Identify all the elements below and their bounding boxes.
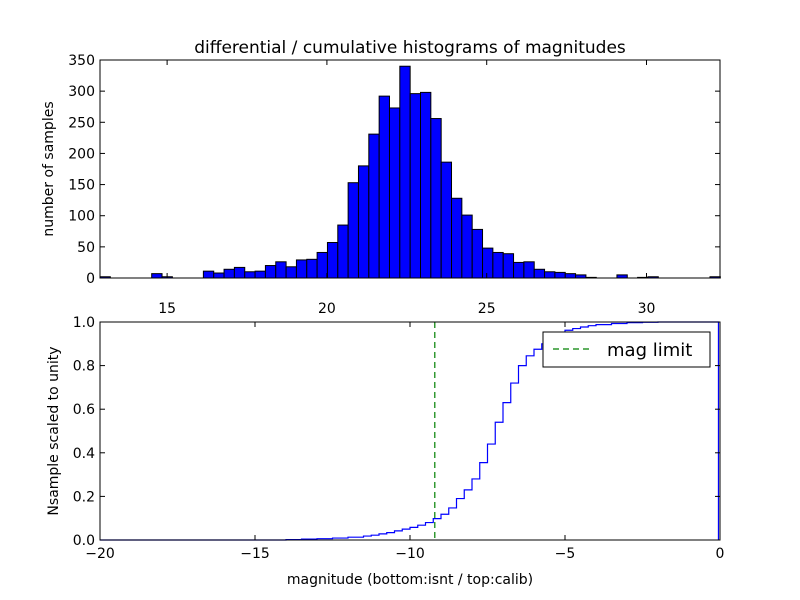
bottom-x-tick-label: −20 — [85, 546, 115, 562]
top-x-tick-label: 15 — [158, 301, 176, 317]
cumulative-histogram: 0.0 0.2 0.4 0.6 0.8 1.0 −20 −15 −10 −5 0 mag limit — [73, 315, 725, 562]
bottom-x-tick-label: −5 — [555, 546, 576, 562]
histogram-bar — [409, 93, 421, 279]
histogram-bar — [213, 272, 225, 279]
histogram-bar — [471, 228, 484, 279]
top-x-tick-label: 30 — [638, 301, 656, 317]
legend: mag limit — [542, 331, 711, 368]
bottom-x-tick-label: 0 — [716, 546, 725, 562]
histogram-bar — [337, 224, 349, 279]
histogram-bar — [461, 214, 473, 279]
bottom-y-tick-label: 0.0 — [73, 533, 95, 549]
top-y-tick-label: 300 — [68, 84, 95, 100]
differential-histogram: 0 50 100 150 200 250 300 350 15 20 25 30 — [68, 53, 721, 317]
histogram-bar — [316, 251, 328, 279]
histogram-bar — [544, 271, 556, 279]
histogram-bar — [233, 266, 246, 279]
histogram-bar — [492, 251, 504, 279]
bottom-x-tick-label: −10 — [395, 546, 425, 562]
bottom-x-tick-label: −15 — [240, 546, 270, 562]
histogram-bar — [295, 259, 308, 279]
histogram-bar — [430, 118, 442, 279]
top-y-axis-label: number of samples — [41, 101, 57, 236]
top-y-tick-label: 100 — [68, 209, 95, 225]
bottom-y-axis-label: Nsample scaled to unity — [46, 346, 62, 515]
histogram-bar — [564, 273, 577, 279]
histogram-bar — [388, 107, 401, 279]
bottom-y-tick-label: 1.0 — [73, 315, 95, 331]
chart-title: differential / cumulative histograms of … — [194, 38, 626, 58]
top-y-tick-label: 50 — [77, 240, 95, 256]
histogram-bar — [223, 268, 235, 279]
histogram-bar — [368, 133, 380, 279]
bottom-y-tick-label: 0.4 — [73, 446, 95, 462]
histogram-bar — [513, 261, 525, 279]
bottom-y-tick-label: 0.6 — [73, 402, 95, 418]
legend-box — [542, 331, 711, 368]
histogram-bar — [202, 270, 215, 279]
histogram-bar — [306, 258, 318, 279]
histogram-bar — [285, 266, 297, 279]
histogram-bar — [347, 182, 359, 279]
top-x-tick-label: 25 — [478, 301, 496, 317]
bottom-x-axis-label: magnitude (bottom:isnt / top:calib) — [287, 572, 533, 588]
histogram-bar — [451, 197, 463, 279]
cumulative-step-line — [100, 321, 720, 541]
top-y-tick-label: 150 — [68, 178, 95, 194]
top-plot-frame — [99, 59, 721, 279]
top-y-tick-label: 200 — [68, 146, 95, 162]
histogram-bar — [151, 273, 163, 279]
histogram-bar — [264, 265, 277, 279]
histogram-bar — [554, 271, 566, 279]
histogram-bar — [523, 261, 535, 279]
bottom-y-tick-label: 0.8 — [73, 359, 95, 375]
histogram-bar — [378, 95, 390, 279]
top-x-tick-label: 20 — [318, 301, 336, 317]
histogram-bar — [440, 161, 453, 279]
histogram-bar — [533, 268, 546, 279]
top-y-tick-label: 0 — [86, 271, 95, 287]
histogram-bar — [502, 253, 515, 279]
histogram-bar — [275, 261, 287, 279]
bottom-y-tick-label: 0.2 — [73, 489, 95, 505]
histogram-bar — [326, 241, 339, 279]
top-y-tick-label: 250 — [68, 115, 95, 131]
histogram-bar — [399, 65, 411, 279]
histogram-bar — [254, 270, 266, 279]
legend-mag-limit-label: mag limit — [607, 340, 692, 361]
histogram-bar — [419, 91, 432, 279]
histogram-bar — [244, 271, 256, 279]
top-y-tick-label: 350 — [68, 53, 95, 69]
histogram-bar — [482, 247, 494, 279]
histogram-bar — [357, 165, 370, 279]
